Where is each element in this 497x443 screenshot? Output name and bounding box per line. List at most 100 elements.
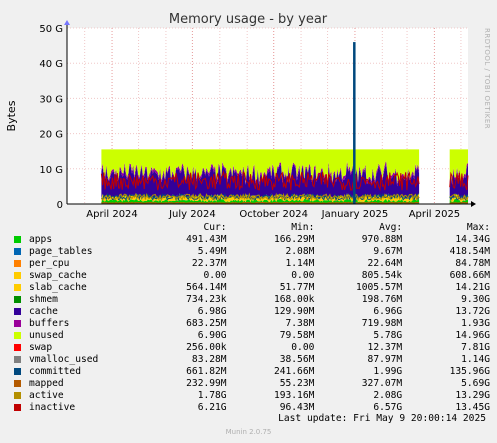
committed-spike <box>353 42 356 204</box>
axes <box>64 20 476 207</box>
legend-cur: 0.00 <box>203 270 227 281</box>
legend-min: 96.43M <box>279 402 315 413</box>
legend-min: 38.56M <box>279 354 315 365</box>
munin-version: Munin 2.0.75 <box>225 428 272 436</box>
legend-name: unused <box>29 330 64 341</box>
legend-cur: 6.90G <box>197 330 227 341</box>
legend-row-committed: committed 661.82M 241.66M 1.99G 135.96G <box>12 366 490 378</box>
y-tick-label: 40 G <box>39 59 63 70</box>
legend-swatch <box>14 368 21 375</box>
legend-swatch <box>14 248 21 255</box>
series-areas <box>100 42 469 205</box>
legend-name: swap <box>29 342 53 353</box>
legend-min: 241.66M <box>273 366 315 377</box>
legend-swatch <box>14 404 21 411</box>
legend-name: inactive <box>29 402 76 413</box>
legend-row-buffers: buffers 683.25M 7.38M 719.98M 1.93G <box>12 318 490 330</box>
y-tick-label: 0 <box>57 200 63 211</box>
legend-name: swap_cache <box>29 270 87 281</box>
legend-swatch <box>14 332 21 339</box>
legend-swatch <box>14 272 21 279</box>
legend-swatch <box>14 260 21 267</box>
legend-max: 13.72G <box>455 306 491 317</box>
legend-name: active <box>29 390 64 401</box>
legend-cur: 22.37M <box>191 258 227 269</box>
legend-cur: 683.25M <box>186 318 227 329</box>
legend-max: 14.96G <box>455 330 491 341</box>
legend-cur: 6.21G <box>197 402 227 413</box>
legend-swatch <box>14 320 21 327</box>
legend-row-swap: swap 256.00k 0.00 12.37M 7.81G <box>12 342 490 354</box>
y-tick-label: 50 G <box>39 24 63 35</box>
legend-min: 1.14M <box>285 258 315 269</box>
legend-cur: 256.00k <box>186 342 227 353</box>
legend-avg: 5.78G <box>373 330 403 341</box>
area-buffers <box>101 160 420 187</box>
legend-row-swap-cache: swap_cache 0.00 0.00 805.54k 608.66M <box>12 270 490 282</box>
grid-lines <box>67 27 468 204</box>
line-committed <box>449 193 469 202</box>
x-tick-label: April 2025 <box>409 209 460 220</box>
legend-row-per-cpu: per_cpu 22.37M 1.14M 22.64M 84.78M <box>12 258 490 270</box>
legend-avg: 719.98M <box>361 318 403 329</box>
y-axis-arrow <box>64 20 70 25</box>
legend-swatch <box>14 392 21 399</box>
legend-max: 13.45G <box>455 402 491 413</box>
legend-cur: 5.49M <box>197 246 227 257</box>
legend-header-min: Min: <box>291 222 315 233</box>
legend-min: 7.38M <box>285 318 315 329</box>
area-per-cpu <box>101 198 420 202</box>
legend-min: 51.77M <box>279 282 315 293</box>
legend-name: vmalloc_used <box>29 354 99 365</box>
legend-header-cur: Cur: <box>203 222 227 233</box>
legend-max: 418.54M <box>449 246 491 257</box>
line-inactive <box>449 171 469 191</box>
x-tick-label: April 2024 <box>86 209 137 220</box>
last-update: Last update: Fri May 9 20:00:14 2025 <box>278 413 486 424</box>
legend-cur: 564.14M <box>186 282 227 293</box>
legend-cur: 491.43M <box>186 234 227 245</box>
legend-avg: 87.97M <box>367 354 403 365</box>
legend-cur: 6.98G <box>197 306 227 317</box>
legend-swatch <box>14 344 21 351</box>
legend-row-inactive: inactive 6.21G 96.43M 6.57G 13.45G <box>12 402 490 414</box>
legend-swatch <box>14 296 21 303</box>
legend-name: shmem <box>29 294 58 305</box>
y-tick-label: 30 G <box>39 94 63 105</box>
line-active <box>101 192 420 202</box>
legend-max: 1.14G <box>461 354 491 365</box>
rrdtool-side-label: RRDTOOL / TOBI OETIKER <box>483 28 491 129</box>
x-tick-label: October 2024 <box>239 209 308 220</box>
legend-avg: 6.57G <box>373 402 403 413</box>
legend-name: committed <box>29 366 81 377</box>
legend-min: 166.29M <box>273 234 315 245</box>
legend-avg: 2.08G <box>373 390 403 401</box>
legend-row-slab-cache: slab_cache 564.14M 51.77M 1005.57M 14.21G <box>12 282 490 294</box>
legend-header: Cur: Min: Avg: Max: <box>12 222 490 234</box>
legend-row-vmalloc-used: vmalloc_used 83.28M 38.56M 87.97M 1.14G <box>12 354 490 366</box>
legend-name: mapped <box>29 378 64 389</box>
x-tick-label: July 2024 <box>168 209 216 220</box>
legend-swatch <box>14 284 21 291</box>
area-unused <box>449 149 468 183</box>
legend-max: 7.81G <box>461 342 491 353</box>
legend-cur: 83.28M <box>191 354 227 365</box>
legend-cur: 232.99M <box>186 378 227 389</box>
legend-avg: 1005.57M <box>355 282 403 293</box>
legend-swatch <box>14 236 21 243</box>
legend-min: 0.00 <box>291 270 315 281</box>
line-inactive <box>100 170 420 192</box>
legend-avg: 970.88M <box>361 234 403 245</box>
legend-max: 84.78M <box>455 258 491 269</box>
legend-min: 129.90M <box>273 306 315 317</box>
legend-min: 193.16M <box>273 390 315 401</box>
legend-row-page-tables: page_tables 5.49M 2.08M 9.67M 418.54M <box>12 246 490 258</box>
legend-max: 135.96G <box>449 366 491 377</box>
y-tick-label: 20 G <box>39 130 63 141</box>
legend-row-shmem: shmem 734.23k 168.00k 198.76M 9.30G <box>12 294 490 306</box>
chart-title: Memory usage - by year <box>169 12 328 27</box>
legend-min: 55.23M <box>279 378 315 389</box>
legend-max: 9.30G <box>461 294 491 305</box>
legend-avg: 12.37M <box>367 342 403 353</box>
legend-swatch <box>14 308 21 315</box>
